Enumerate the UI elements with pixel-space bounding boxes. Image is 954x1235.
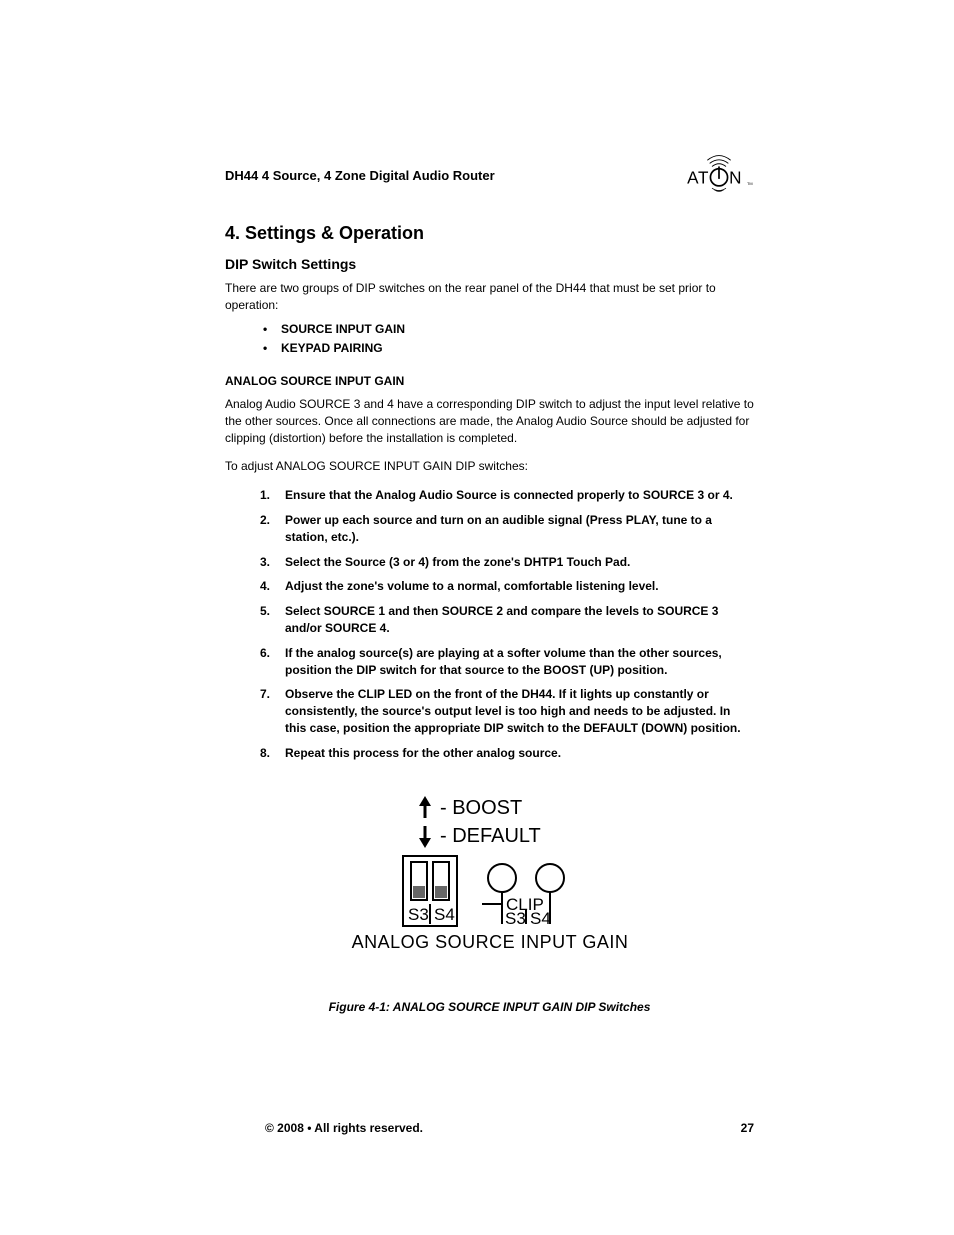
list-item: 7.Observe the CLIP LED on the front of t…: [260, 686, 754, 736]
s3-label: S3: [408, 905, 429, 924]
intro-paragraph: There are two groups of DIP switches on …: [225, 280, 754, 314]
aton-logo: AT N TM: [684, 155, 754, 195]
list-item: 1.Ensure that the Analog Audio Source is…: [260, 487, 754, 504]
section-title: 4. Settings & Operation: [225, 223, 754, 244]
list-item: 2.Power up each source and turn on an au…: [260, 512, 754, 546]
page-number: 27: [741, 1121, 754, 1135]
s4-label: S4: [434, 905, 455, 924]
default-label: - DEFAULT: [440, 825, 541, 847]
s3-label-r: S3: [505, 909, 526, 928]
figure-caption: Figure 4-1: ANALOG SOURCE INPUT GAIN DIP…: [225, 1000, 754, 1014]
s4-label-r: S4: [530, 909, 551, 928]
subheading: ANALOG SOURCE INPUT GAIN: [225, 374, 754, 388]
copyright-text: © 2008 • All rights reserved.: [265, 1121, 423, 1135]
list-item: SOURCE INPUT GAIN: [281, 320, 754, 339]
list-item: 5.Select SOURCE 1 and then SOURCE 2 and …: [260, 603, 754, 637]
up-arrow-icon: [419, 796, 431, 818]
svg-text:N: N: [729, 169, 742, 188]
bullet-list: SOURCE INPUT GAIN KEYPAD PAIRING: [281, 320, 754, 358]
boost-label: - BOOST: [440, 797, 522, 819]
subsection-title: DIP Switch Settings: [225, 256, 754, 272]
svg-text:TM: TM: [747, 181, 753, 186]
list-item: 3.Select the Source (3 or 4) from the zo…: [260, 554, 754, 571]
figure: - BOOST - DEFAULT S3 S4: [225, 792, 754, 1014]
figure-bottom-label: ANALOG SOURCE INPUT GAIN: [351, 932, 628, 952]
led-s3: [488, 864, 516, 892]
numbered-list: 1.Ensure that the Analog Audio Source is…: [260, 487, 754, 761]
document-title: DH44 4 Source, 4 Zone Digital Audio Rout…: [225, 168, 495, 183]
down-arrow-icon: [419, 826, 431, 848]
dip-switch-diagram: - BOOST - DEFAULT S3 S4: [340, 792, 640, 967]
header-row: DH44 4 Source, 4 Zone Digital Audio Rout…: [225, 155, 754, 195]
list-item: KEYPAD PAIRING: [281, 339, 754, 358]
list-item: 6.If the analog source(s) are playing at…: [260, 645, 754, 679]
body-paragraph: Analog Audio SOURCE 3 and 4 have a corre…: [225, 396, 754, 446]
list-item: 8.Repeat this process for the other anal…: [260, 745, 754, 762]
body-paragraph: To adjust ANALOG SOURCE INPUT GAIN DIP s…: [225, 458, 754, 475]
led-s4: [536, 864, 564, 892]
list-item: 4.Adjust the zone's volume to a normal, …: [260, 578, 754, 595]
page-footer: © 2008 • All rights reserved. 27: [265, 1121, 754, 1135]
svg-text:AT: AT: [687, 169, 709, 188]
